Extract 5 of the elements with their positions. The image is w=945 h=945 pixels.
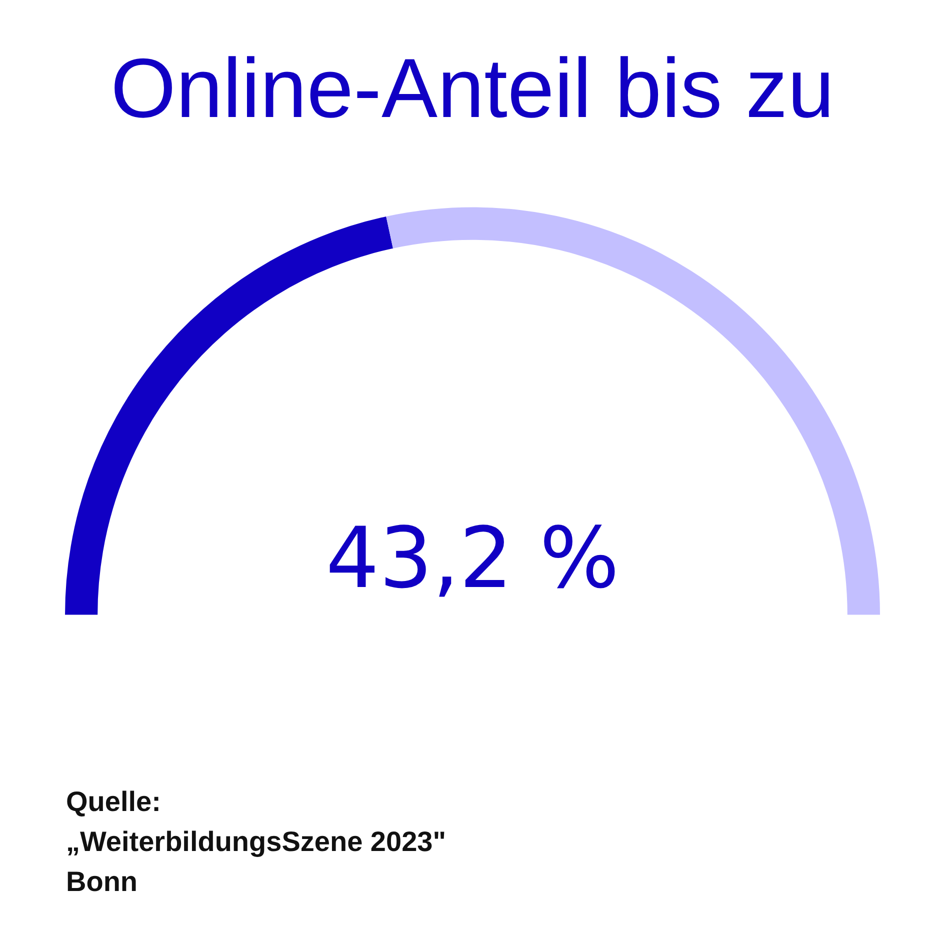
chart-title: Online-Anteil bis zu bbox=[110, 40, 836, 137]
text: Bonn bbox=[66, 865, 139, 899]
source-note: Quelle: bbox=[66, 785, 162, 819]
data-label: 43,2 % bbox=[326, 508, 620, 607]
text: „WeiterbildungsSzene 2023" bbox=[66, 825, 446, 859]
